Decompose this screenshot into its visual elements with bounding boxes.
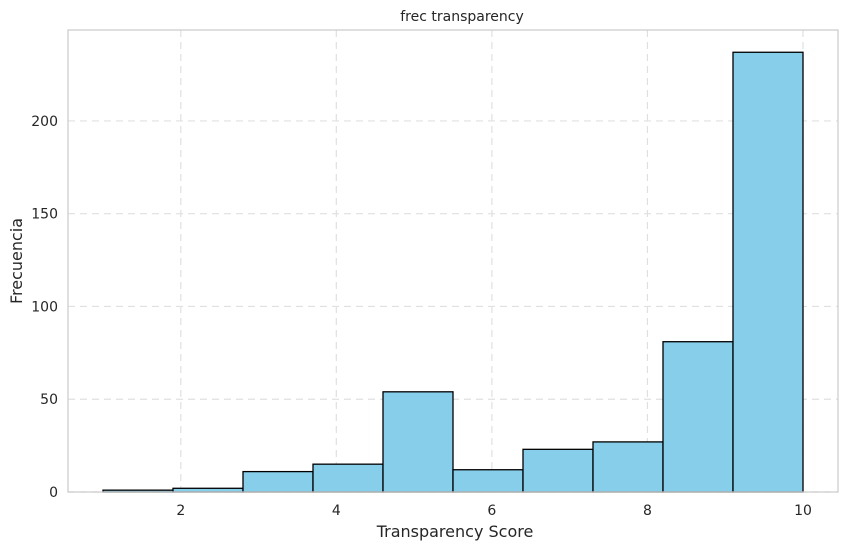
x-tick-label: 8 [643, 503, 652, 519]
x-tick-labels: 2 4 6 8 10 [176, 503, 812, 519]
y-tick-label: 200 [31, 114, 58, 130]
histogram-bar [662, 341, 734, 493]
bars [102, 51, 804, 493]
histogram-bar [312, 463, 384, 493]
chart-title: frec transparency [400, 9, 524, 25]
histogram-bar [592, 441, 664, 493]
x-tick-label: 10 [794, 503, 812, 519]
y-tick-label: 150 [31, 207, 58, 223]
x-axis-label: Transparency Score [376, 522, 534, 541]
histogram-bar [242, 470, 314, 493]
histogram-bar [522, 448, 594, 493]
y-tick-labels: 0 50 100 150 200 [31, 114, 58, 501]
x-tick-label: 4 [332, 503, 341, 519]
y-tick-label: 0 [49, 485, 58, 501]
y-axis-label: Frecuencia [7, 218, 26, 304]
y-tick-label: 100 [31, 299, 58, 315]
histogram-bar [732, 51, 804, 493]
histogram-bar [382, 391, 454, 493]
x-tick-label: 2 [176, 503, 185, 519]
histogram-bar [452, 469, 524, 493]
x-tick-label: 6 [487, 503, 496, 519]
plot-frame [67, 29, 839, 493]
y-tick-label: 50 [40, 392, 58, 408]
